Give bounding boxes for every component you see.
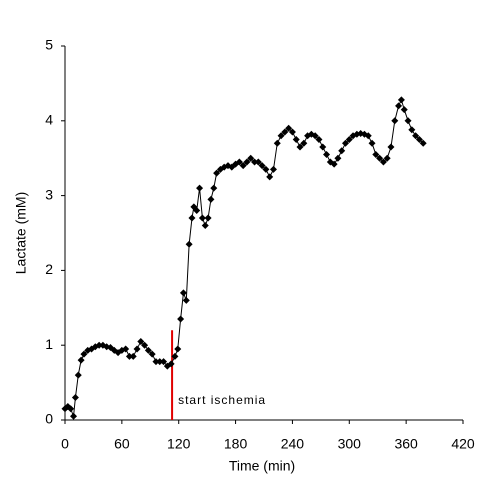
data-point: [311, 132, 319, 140]
data-point: [397, 96, 405, 104]
data-point: [368, 139, 376, 147]
data-point: [292, 136, 300, 143]
data-point: [408, 126, 416, 134]
data-point: [269, 165, 277, 173]
data-point: [419, 139, 427, 147]
data-point: [152, 358, 160, 366]
data-point: [315, 136, 323, 143]
data-point: [125, 352, 133, 360]
y-tick-label: 4: [45, 112, 53, 128]
x-tick-label: 420: [451, 436, 475, 452]
data-point: [133, 345, 141, 353]
x-tick-label: 360: [394, 436, 418, 452]
data-point: [258, 162, 266, 170]
data-point: [177, 315, 185, 323]
data-point: [323, 150, 331, 158]
data-point: [243, 158, 251, 166]
data-point: [179, 289, 187, 297]
data-point: [235, 158, 243, 166]
data-point: [188, 214, 196, 222]
data-point: [345, 136, 353, 143]
data-point: [210, 184, 218, 192]
x-tick-label: 300: [338, 436, 362, 452]
data-point: [239, 162, 247, 170]
data-point: [391, 117, 399, 125]
data-point: [171, 352, 179, 360]
data-point: [129, 352, 137, 360]
data-point: [213, 169, 221, 177]
data-point: [364, 132, 372, 140]
data-line: [64, 98, 424, 417]
x-tick-label: 0: [61, 436, 69, 452]
data-point: [122, 345, 130, 353]
data-point: [262, 165, 270, 173]
x-tick-label: 240: [281, 436, 305, 452]
data-point: [137, 337, 145, 345]
y-tick-label: 0: [45, 411, 53, 427]
data-point: [182, 296, 190, 304]
y-tick-label: 1: [45, 336, 53, 352]
data-point: [379, 158, 387, 166]
data-point: [296, 143, 304, 151]
data-point: [285, 124, 293, 132]
data-point: [77, 356, 85, 364]
data-point: [387, 143, 395, 151]
data-point: [341, 139, 349, 147]
data-point: [193, 207, 201, 215]
data-point: [247, 154, 255, 162]
data-point: [330, 160, 338, 168]
data-point: [273, 139, 281, 147]
y-tick-label: 5: [45, 37, 53, 53]
data-point: [334, 154, 342, 162]
data-point: [160, 358, 168, 366]
data-point: [277, 132, 285, 140]
data-point: [167, 360, 175, 368]
data-point: [254, 158, 262, 166]
data-point: [372, 150, 380, 158]
data-point: [141, 341, 149, 349]
data-point: [266, 173, 274, 181]
data-point: [74, 371, 82, 379]
y-tick-label: 3: [45, 186, 53, 202]
data-point: [288, 128, 296, 136]
x-tick-label: 180: [224, 436, 248, 452]
data-point: [251, 158, 259, 166]
data-point: [70, 412, 78, 420]
annotation-text: start ischemia: [178, 393, 266, 407]
data-point: [207, 195, 215, 203]
y-axis-label: Lactate (mM): [13, 192, 29, 274]
data-point: [300, 139, 308, 147]
data-point: [71, 394, 79, 402]
x-tick-label: 60: [114, 436, 130, 452]
data-point: [185, 240, 193, 248]
x-axis-label: Time (min): [229, 458, 295, 474]
data-point: [383, 154, 391, 162]
data-point: [174, 345, 182, 353]
data-point: [412, 132, 420, 140]
data-point: [338, 147, 346, 155]
data-point: [148, 350, 156, 358]
data-point: [196, 184, 204, 192]
data-point: [281, 128, 289, 136]
data-point: [80, 350, 88, 358]
data-point: [95, 341, 103, 349]
data-point: [395, 102, 403, 110]
data-point: [67, 405, 75, 413]
data-point: [198, 214, 206, 222]
data-point: [319, 143, 327, 151]
y-tick-label: 2: [45, 261, 53, 277]
data-point: [415, 136, 423, 143]
x-tick-label: 120: [167, 436, 191, 452]
data-point: [156, 358, 164, 366]
data-point: [144, 346, 152, 354]
data-point: [204, 214, 212, 222]
data-point: [376, 154, 384, 162]
data-point: [400, 106, 408, 114]
data-point: [201, 222, 209, 230]
data-point: [404, 117, 412, 125]
